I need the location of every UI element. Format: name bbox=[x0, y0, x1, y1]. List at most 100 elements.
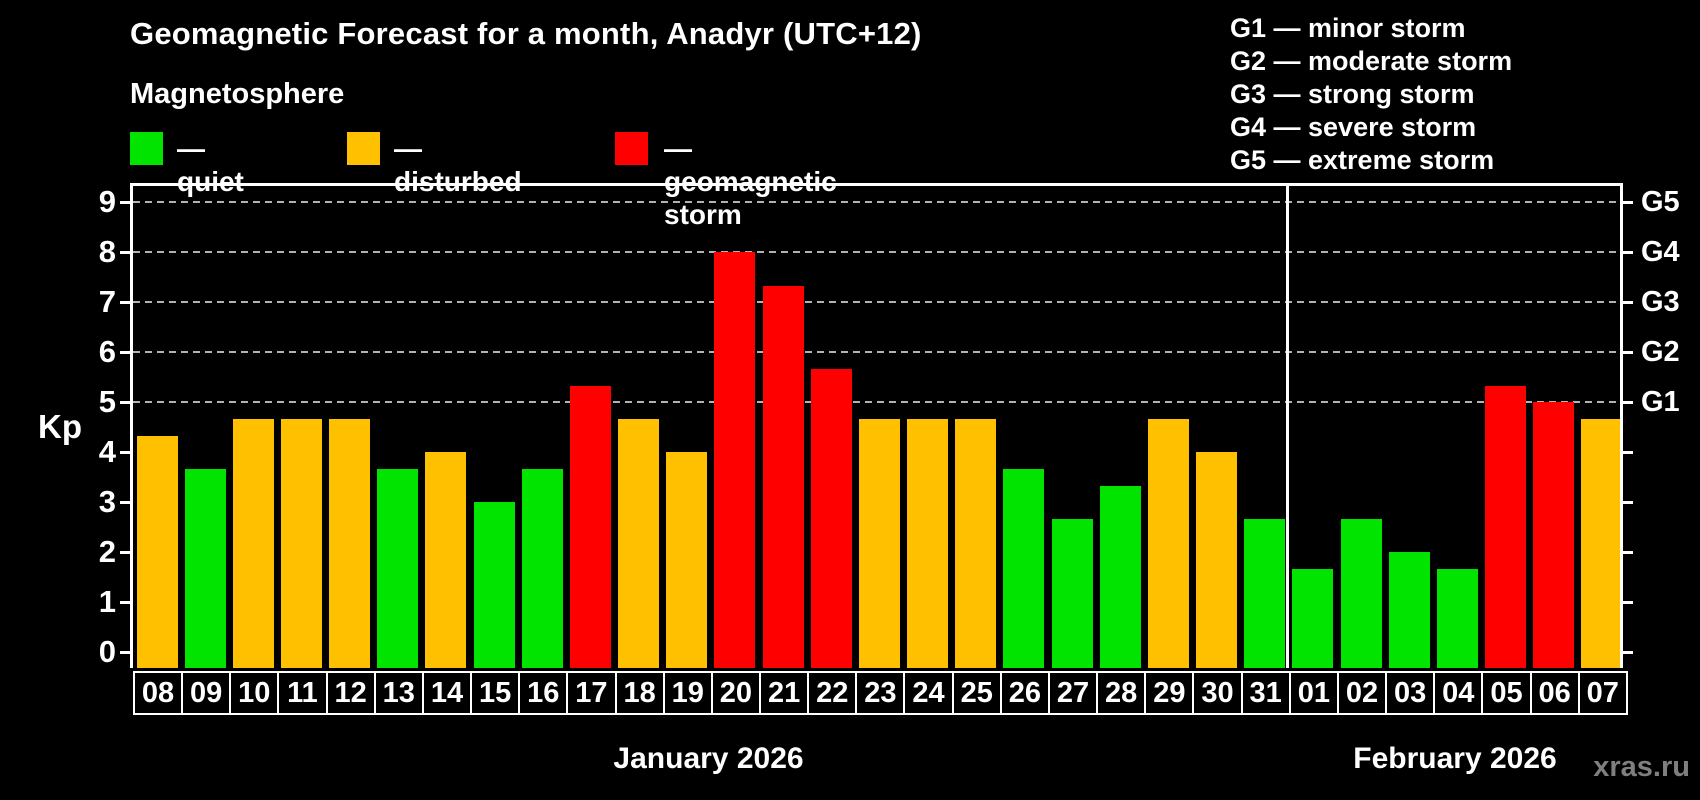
left-axis-tick-9 bbox=[120, 201, 130, 204]
bar-day-09 bbox=[184, 468, 226, 668]
day-label-11: 11 bbox=[277, 671, 328, 715]
day-label-10: 10 bbox=[229, 671, 280, 715]
g-scale-item-g3: G3 — strong storm bbox=[1230, 79, 1475, 109]
right-axis-tick-2 bbox=[1623, 551, 1633, 554]
chart-title: Geomagnetic Forecast for a month, Anadyr… bbox=[130, 16, 922, 51]
left-axis-tick-7 bbox=[120, 301, 130, 304]
right-axis-tick-9 bbox=[1623, 201, 1633, 204]
y-axis-left bbox=[130, 183, 133, 668]
day-label-16: 16 bbox=[518, 671, 569, 715]
day-label-26: 26 bbox=[999, 671, 1050, 715]
bar-day-16 bbox=[521, 468, 563, 668]
left-axis-tick-2 bbox=[120, 551, 130, 554]
watermark: xras.ru bbox=[1593, 751, 1690, 783]
left-axis-tick-8 bbox=[120, 251, 130, 254]
y-tick-label-2: 2 bbox=[98, 534, 116, 569]
g-level-label-g5: G5 bbox=[1641, 186, 1680, 218]
bar-day-21 bbox=[762, 285, 804, 668]
y-tick-label-3: 3 bbox=[98, 484, 116, 519]
y-tick-label-0: 0 bbox=[98, 634, 116, 669]
g-scale-item-g4: G4 — severe storm bbox=[1230, 112, 1477, 142]
storm-color-swatch bbox=[615, 132, 648, 165]
day-label-06: 06 bbox=[1529, 671, 1580, 715]
bar-day-18 bbox=[618, 418, 660, 668]
bar-day-27 bbox=[1051, 518, 1093, 668]
g-level-label-g1: G1 bbox=[1641, 386, 1680, 418]
day-label-24: 24 bbox=[903, 671, 954, 715]
left-axis-tick-3 bbox=[120, 501, 130, 504]
y-tick-label-8: 8 bbox=[98, 234, 116, 269]
day-label-07: 07 bbox=[1577, 671, 1628, 715]
day-label-09: 09 bbox=[181, 671, 232, 715]
day-label-02: 02 bbox=[1336, 671, 1388, 715]
day-label-17: 17 bbox=[566, 671, 617, 715]
bar-day-13 bbox=[377, 468, 419, 668]
bar-day-05 bbox=[1484, 385, 1526, 668]
g-scale-item-g1: G1 — minor storm bbox=[1230, 13, 1466, 43]
y-tick-label-4: 4 bbox=[98, 434, 116, 469]
bar-day-07 bbox=[1581, 418, 1623, 668]
bar-day-02 bbox=[1340, 518, 1382, 668]
day-label-12: 12 bbox=[325, 671, 376, 715]
right-axis-tick-7 bbox=[1623, 301, 1633, 304]
bar-day-25 bbox=[955, 418, 997, 668]
day-label-28: 28 bbox=[1096, 671, 1147, 715]
left-axis-tick-6 bbox=[120, 351, 130, 354]
bar-day-08 bbox=[136, 435, 178, 668]
day-label-27: 27 bbox=[1047, 671, 1099, 715]
day-label-21: 21 bbox=[759, 671, 810, 715]
g-level-label-g2: G2 bbox=[1641, 336, 1680, 368]
gridline-kp7 bbox=[133, 301, 1623, 303]
day-label-19: 19 bbox=[662, 671, 713, 715]
magnetosphere-label: Magnetosphere bbox=[130, 78, 345, 110]
day-label-08: 08 bbox=[132, 671, 184, 715]
y-tick-label-6: 6 bbox=[98, 334, 116, 369]
bar-day-06 bbox=[1533, 402, 1575, 668]
month-label-february: February 2026 bbox=[1353, 742, 1557, 775]
left-axis-tick-1 bbox=[120, 601, 130, 604]
right-axis-tick-3 bbox=[1623, 501, 1633, 504]
day-label-25: 25 bbox=[951, 671, 1002, 715]
gridline-kp8 bbox=[133, 251, 1623, 253]
quiet-color-swatch bbox=[130, 132, 163, 165]
bar-day-10 bbox=[232, 418, 274, 668]
day-label-31: 31 bbox=[1240, 671, 1291, 715]
day-label-29: 29 bbox=[1144, 671, 1195, 715]
y-axis-right bbox=[1620, 183, 1623, 668]
bar-day-30 bbox=[1196, 452, 1238, 668]
day-label-04: 04 bbox=[1433, 671, 1484, 715]
right-axis-tick-6 bbox=[1623, 351, 1633, 354]
day-label-13: 13 bbox=[373, 671, 424, 715]
legend-label-storm: — geomagnetic storm bbox=[664, 133, 837, 230]
day-label-15: 15 bbox=[470, 671, 521, 715]
bar-day-17 bbox=[569, 385, 611, 668]
right-axis-tick-8 bbox=[1623, 251, 1633, 254]
g-level-label-g4: G4 bbox=[1641, 236, 1680, 268]
bar-day-15 bbox=[473, 502, 515, 668]
day-label-20: 20 bbox=[710, 671, 761, 715]
right-axis-tick-5 bbox=[1623, 401, 1633, 404]
day-label-14: 14 bbox=[421, 671, 473, 715]
day-label-03: 03 bbox=[1385, 671, 1436, 715]
month-label-january: January 2026 bbox=[613, 742, 804, 775]
bar-day-24 bbox=[907, 418, 949, 668]
y-tick-label-1: 1 bbox=[98, 584, 116, 619]
y-tick-label-5: 5 bbox=[98, 384, 116, 419]
right-axis-tick-1 bbox=[1623, 601, 1633, 604]
g-scale-legend: G1 — minor storm G2 — moderate storm G3 … bbox=[1230, 12, 1512, 177]
bar-day-28 bbox=[1099, 485, 1141, 668]
left-axis-tick-5 bbox=[120, 401, 130, 404]
bar-day-31 bbox=[1244, 518, 1286, 668]
bar-day-04 bbox=[1436, 568, 1478, 668]
bar-day-26 bbox=[1003, 468, 1045, 668]
right-axis-tick-4 bbox=[1623, 451, 1633, 454]
left-axis-tick-0 bbox=[120, 651, 130, 654]
gridline-kp6 bbox=[133, 351, 1623, 353]
bar-day-12 bbox=[329, 418, 371, 668]
y-tick-label-9: 9 bbox=[98, 184, 116, 219]
gridline-kp5 bbox=[133, 401, 1623, 403]
gridline-kp9 bbox=[133, 201, 1623, 203]
day-label-05: 05 bbox=[1481, 671, 1532, 715]
month-divider bbox=[1286, 183, 1289, 668]
